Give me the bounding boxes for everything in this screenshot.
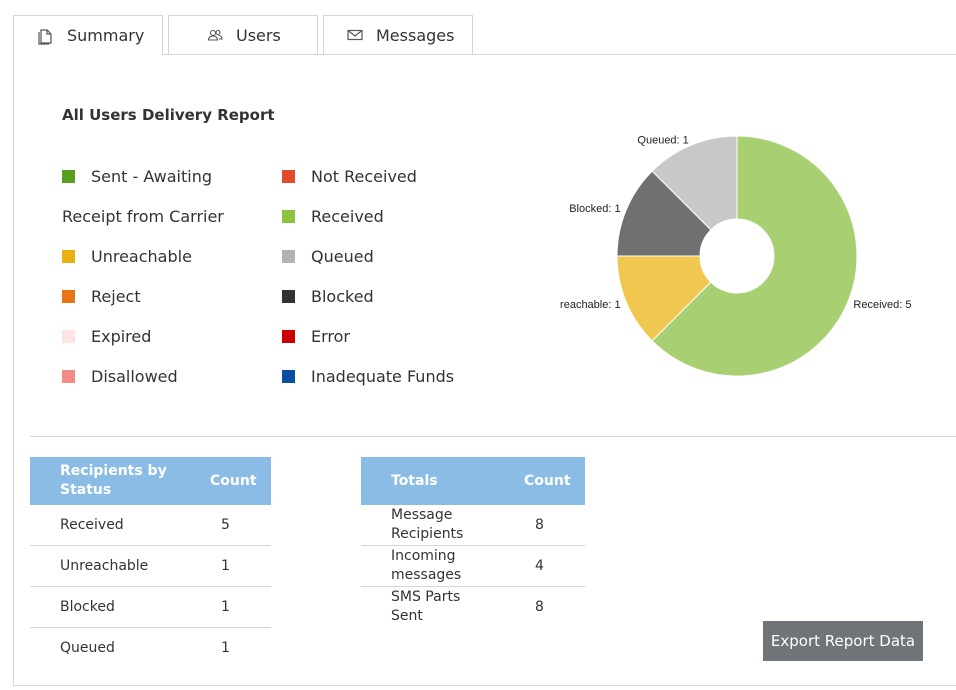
legend-swatch [62, 329, 75, 343]
legend-item: Queued [282, 246, 374, 266]
table-row: Unreachable 1 [30, 545, 271, 587]
export-report-button[interactable]: Export Report Data [763, 621, 923, 661]
pie-slice-label: Received: 5 [853, 299, 911, 311]
legend-item: Unreachable [62, 246, 192, 266]
legend-label: Error [311, 326, 350, 346]
legend-item: Inadequate Funds [282, 366, 454, 386]
tab-summary[interactable]: Summary [13, 15, 163, 55]
total-label-cell: Message Recipients [361, 505, 494, 546]
tab-users[interactable]: Users [168, 15, 318, 54]
legend-swatch [62, 369, 75, 383]
legend-label: Disallowed [91, 366, 178, 386]
table-row: SMS Parts Sent 8 [361, 587, 585, 628]
table-row: Message Recipients 8 [361, 505, 585, 546]
legend-label: Received [311, 206, 384, 226]
legend-label: Not Received [311, 166, 417, 186]
document-icon [37, 27, 55, 45]
legend-item: Error [282, 326, 350, 346]
count-cell: 1 [180, 545, 271, 587]
count-cell: 8 [535, 598, 544, 615]
legend-swatch [282, 209, 295, 223]
legend-swatch [282, 369, 295, 383]
legend-item: Blocked [282, 286, 374, 306]
legend-item: Received [282, 206, 384, 226]
status-cell: Received [30, 505, 180, 546]
legend-label: Expired [91, 326, 152, 346]
pie-slice-label: Unreachable: 1 [560, 299, 621, 311]
envelope-icon [346, 26, 364, 44]
table-row: Received 5 [30, 505, 271, 546]
legend-swatch [282, 249, 295, 263]
legend-item: Expired [62, 326, 151, 346]
pie-slice-queued [651, 135, 738, 231]
table-header-row: Recipients by Status Count [30, 457, 271, 505]
legend-swatch [62, 249, 75, 263]
status-cell: Blocked [30, 586, 180, 628]
pie-slice-label: Queued: 1 [637, 135, 688, 147]
status-cell: Unreachable [30, 545, 180, 587]
table-row: Incoming messages 4 [361, 545, 585, 587]
count-cell: 4 [494, 545, 585, 587]
column-header: Count [180, 457, 271, 505]
total-label-cell: SMS Parts Sent [391, 589, 461, 624]
tab-label: Messages [376, 25, 455, 45]
pie-slice-blocked [616, 170, 712, 257]
report-title: All Users Delivery Report [62, 106, 275, 124]
tab-messages[interactable]: Messages [323, 15, 473, 54]
legend-swatch [282, 289, 295, 303]
legend-swatch [282, 169, 295, 183]
column-header: Recipients by Status [30, 457, 180, 505]
tab-divider [162, 54, 956, 55]
legend-item: Sent - Awaiting [62, 166, 212, 186]
tab-label: Users [236, 25, 281, 45]
legend-swatch [282, 329, 295, 343]
table-row: Queued 1 [30, 628, 271, 669]
pie-slice-unreachable [616, 255, 712, 342]
count-cell: 1 [221, 639, 230, 656]
legend-label: Sent - Awaiting [91, 166, 213, 186]
legend-item: Receipt from Carrier [62, 206, 224, 226]
legend-item: Disallowed [62, 366, 178, 386]
panel-border [13, 685, 956, 686]
legend-label: Receipt from Carrier [62, 206, 224, 226]
count-cell: 5 [180, 505, 271, 546]
status-cell: Queued [60, 639, 115, 656]
panel-border [13, 54, 14, 686]
tab-label: Summary [67, 26, 145, 45]
totals-table: Totals Count Message Recipients 8 Incomi… [361, 457, 585, 627]
legend-label: Blocked [311, 286, 374, 306]
column-header: Count [494, 457, 585, 505]
legend-item: Reject [62, 286, 141, 306]
section-divider [30, 436, 956, 437]
table-row: Blocked 1 [30, 586, 271, 628]
legend-label: Reject [91, 286, 141, 306]
count-cell: 1 [180, 586, 271, 628]
legend-swatch [62, 169, 75, 183]
pie-slice-received [651, 135, 858, 377]
total-label-cell: Incoming messages [361, 545, 494, 587]
legend-item: Not Received [282, 166, 417, 186]
users-icon [206, 26, 224, 44]
legend-swatch [62, 289, 75, 303]
legend-label: Inadequate Funds [311, 366, 455, 386]
legend-label: Unreachable [91, 246, 192, 266]
delivery-donut-chart: Received: 5 Unreachable: 1 Blocked: 1 Queue… [560, 135, 912, 377]
table-header-row: Totals Count [361, 457, 585, 505]
legend-label: Queued [311, 246, 374, 266]
status-table: Recipients by Status Count Received 5 Un… [30, 457, 271, 668]
pie-slice-label: Blocked: 1 [569, 203, 620, 215]
column-header: Totals [361, 457, 494, 505]
count-cell: 8 [494, 505, 585, 546]
